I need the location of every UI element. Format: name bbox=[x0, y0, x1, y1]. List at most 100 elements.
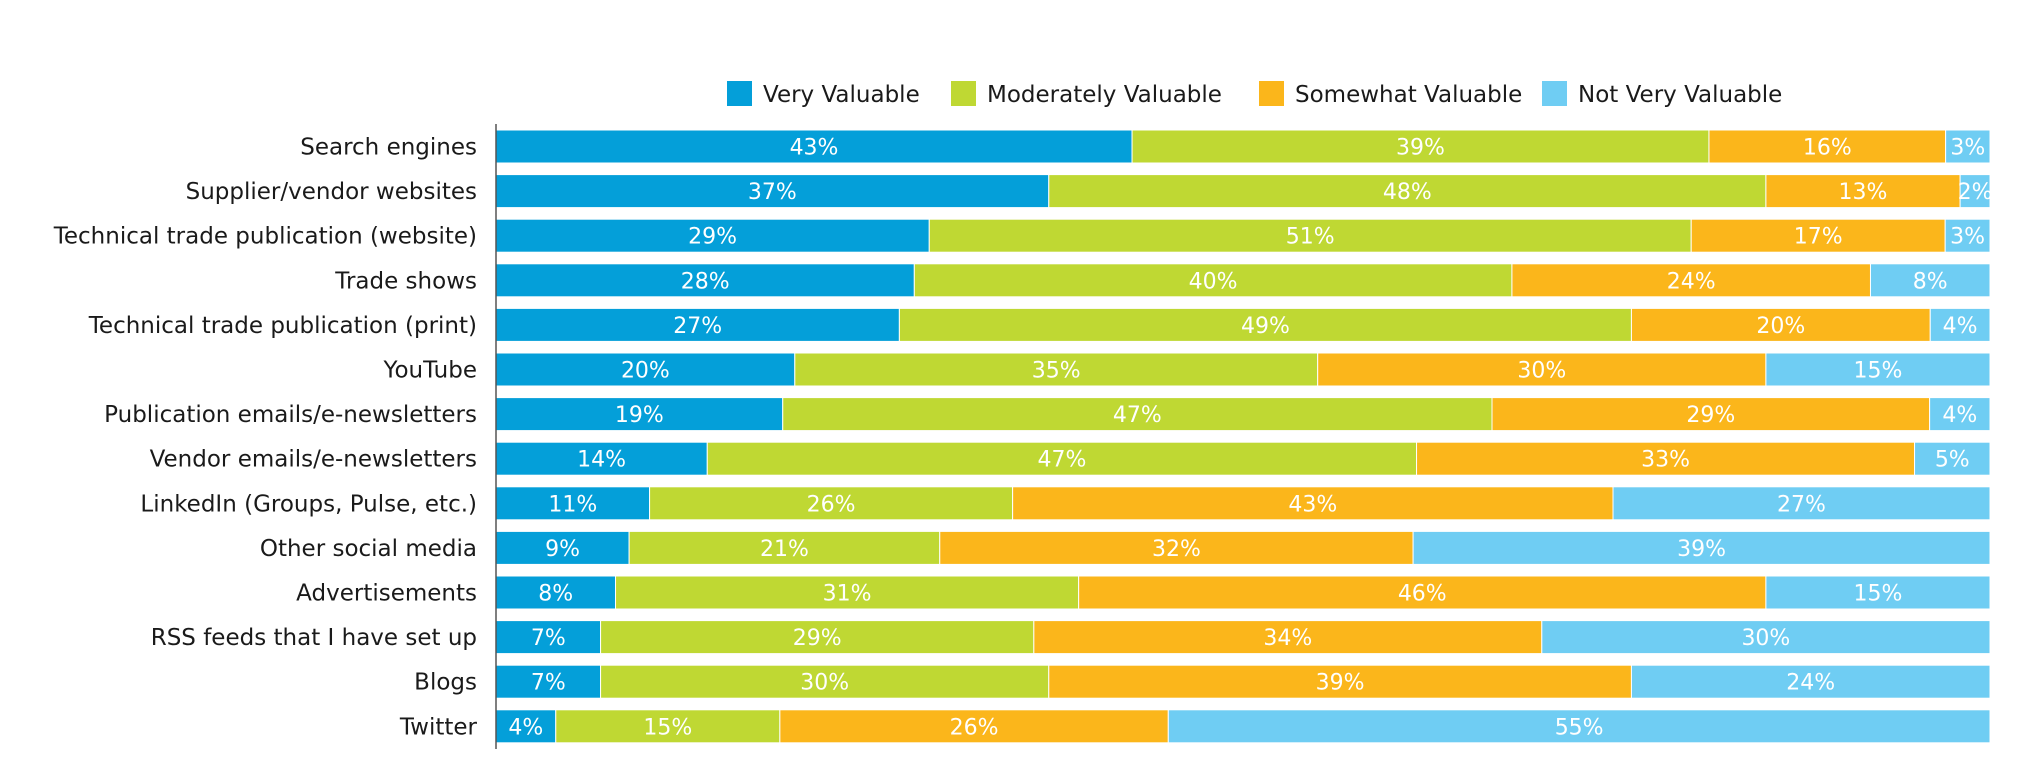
bar-segment-10-3 bbox=[1765, 575, 1991, 610]
bar-segment-1-3 bbox=[1959, 174, 1991, 209]
category-label-9: Other social media bbox=[260, 536, 477, 562]
bar-segment-0-1 bbox=[1131, 129, 1710, 164]
bar-segment-9-0 bbox=[495, 530, 630, 565]
data-label-9-2: 32% bbox=[1152, 537, 1201, 562]
bar-segment-12-2 bbox=[1048, 664, 1632, 699]
bars: 43% 39% 16% 3% 37% 48% 13% 2% 29% 51% 17% 3% 28% 40% 2… bbox=[495, 129, 1993, 744]
bar-segment-11-1 bbox=[600, 620, 1035, 655]
bar-segment-4-2 bbox=[1630, 307, 1931, 342]
bar-segment-12-3 bbox=[1630, 664, 1991, 699]
bar-segment-3-0 bbox=[495, 263, 915, 298]
data-label-13-1: 15% bbox=[643, 715, 692, 740]
data-label-12-0: 7% bbox=[531, 671, 566, 696]
data-label-8-0: 11% bbox=[548, 492, 597, 517]
data-label-9-3: 39% bbox=[1677, 537, 1726, 562]
data-label-8-1: 26% bbox=[807, 492, 856, 517]
legend-swatch-1 bbox=[951, 81, 976, 106]
bar-segment-9-1 bbox=[628, 530, 941, 565]
legend-label-3: Not Very Valuable bbox=[1578, 82, 1782, 108]
bar-segment-6-2 bbox=[1491, 397, 1931, 432]
bar-segment-7-3 bbox=[1914, 441, 1991, 476]
data-label-5-0: 20% bbox=[621, 359, 670, 384]
data-label-7-1: 47% bbox=[1037, 448, 1086, 473]
category-label-7: Vendor emails/e-newsletters bbox=[150, 447, 477, 473]
data-label-10-1: 31% bbox=[823, 582, 872, 607]
data-label-9-1: 21% bbox=[760, 537, 809, 562]
category-label-1: Supplier/vendor websites bbox=[186, 179, 477, 205]
bar-segment-8-3 bbox=[1612, 486, 1991, 521]
bar-segment-10-2 bbox=[1078, 575, 1767, 610]
data-label-7-0: 14% bbox=[577, 448, 626, 473]
category-label-8: LinkedIn (Groups, Pulse, etc.) bbox=[140, 491, 477, 517]
data-label-0-3: 3% bbox=[1950, 136, 1985, 161]
data-label-3-1: 40% bbox=[1189, 269, 1238, 294]
bar-segment-1-2 bbox=[1765, 174, 1961, 209]
bar-segment-7-0 bbox=[495, 441, 708, 476]
data-label-12-1: 30% bbox=[800, 671, 849, 696]
legend-label-0: Very Valuable bbox=[763, 82, 920, 108]
category-label-11: RSS feeds that I have set up bbox=[151, 625, 477, 651]
data-label-13-2: 26% bbox=[950, 715, 999, 740]
category-label-13: Twitter bbox=[399, 714, 478, 740]
bar-segment-13-3 bbox=[1167, 709, 1991, 744]
data-label-5-3: 15% bbox=[1853, 359, 1902, 384]
data-label-8-3: 27% bbox=[1777, 492, 1826, 517]
bar-segment-0-0 bbox=[495, 129, 1133, 164]
category-labels: Search engines Supplier/vendor websites Te… bbox=[53, 135, 478, 741]
data-label-10-0: 8% bbox=[538, 582, 573, 607]
bar-segment-10-1 bbox=[615, 575, 1080, 610]
data-label-5-1: 35% bbox=[1032, 359, 1081, 384]
data-label-9-0: 9% bbox=[545, 537, 580, 562]
legend-swatch-2 bbox=[1259, 81, 1284, 106]
bar-segment-4-1 bbox=[898, 307, 1632, 342]
bar-segment-6-0 bbox=[495, 397, 784, 432]
bar-segment-5-2 bbox=[1317, 352, 1767, 387]
data-label-3-3: 8% bbox=[1913, 269, 1948, 294]
category-label-2: Technical trade publication (website) bbox=[53, 224, 477, 250]
data-label-7-2: 33% bbox=[1641, 448, 1690, 473]
data-label-13-0: 4% bbox=[508, 715, 543, 740]
data-label-0-0: 43% bbox=[790, 136, 839, 161]
data-label-2-0: 29% bbox=[688, 225, 737, 250]
data-label-5-2: 30% bbox=[1517, 359, 1566, 384]
bar-segment-12-1 bbox=[600, 664, 1050, 699]
bar-segment-6-3 bbox=[1929, 397, 1991, 432]
data-label-0-2: 16% bbox=[1803, 136, 1852, 161]
bar-segment-11-3 bbox=[1541, 620, 1991, 655]
category-label-3: Trade shows bbox=[334, 268, 477, 294]
bar-segment-2-1 bbox=[928, 218, 1692, 253]
data-label-2-1: 51% bbox=[1286, 225, 1335, 250]
category-label-4: Technical trade publication (print) bbox=[88, 313, 477, 339]
bar-segment-3-3 bbox=[1869, 263, 1991, 298]
data-label-3-2: 24% bbox=[1667, 269, 1716, 294]
bar-segment-5-0 bbox=[495, 352, 796, 387]
legend: Very Valuable Moderately Valuable Somewhat… bbox=[727, 81, 1782, 108]
data-label-10-2: 46% bbox=[1398, 582, 1447, 607]
bar-segment-9-3 bbox=[1412, 530, 1991, 565]
data-label-1-0: 37% bbox=[748, 180, 797, 205]
bar-segment-4-3 bbox=[1929, 307, 1991, 342]
data-label-4-2: 20% bbox=[1756, 314, 1805, 339]
data-label-11-1: 29% bbox=[793, 626, 842, 651]
data-label-10-3: 15% bbox=[1853, 582, 1902, 607]
data-label-1-1: 48% bbox=[1383, 180, 1432, 205]
bar-segment-13-1 bbox=[555, 709, 781, 744]
data-label-4-0: 27% bbox=[673, 314, 722, 339]
data-label-6-3: 4% bbox=[1942, 403, 1977, 428]
legend-swatch-3 bbox=[1542, 81, 1567, 106]
bar-segment-0-2 bbox=[1708, 129, 1947, 164]
data-label-11-0: 7% bbox=[531, 626, 566, 651]
bar-segment-7-2 bbox=[1416, 441, 1916, 476]
data-label-1-3: 2% bbox=[1958, 180, 1993, 205]
data-label-0-1: 39% bbox=[1396, 136, 1445, 161]
legend-swatch-0 bbox=[727, 81, 752, 106]
category-label-5: YouTube bbox=[382, 358, 477, 384]
bar-segment-10-0 bbox=[495, 575, 617, 610]
category-label-0: Search engines bbox=[300, 135, 477, 161]
bar-segment-9-2 bbox=[939, 530, 1414, 565]
data-label-6-1: 47% bbox=[1113, 403, 1162, 428]
data-label-7-3: 5% bbox=[1935, 448, 1970, 473]
data-label-6-0: 19% bbox=[615, 403, 664, 428]
legend-label-2: Somewhat Valuable bbox=[1295, 82, 1522, 108]
